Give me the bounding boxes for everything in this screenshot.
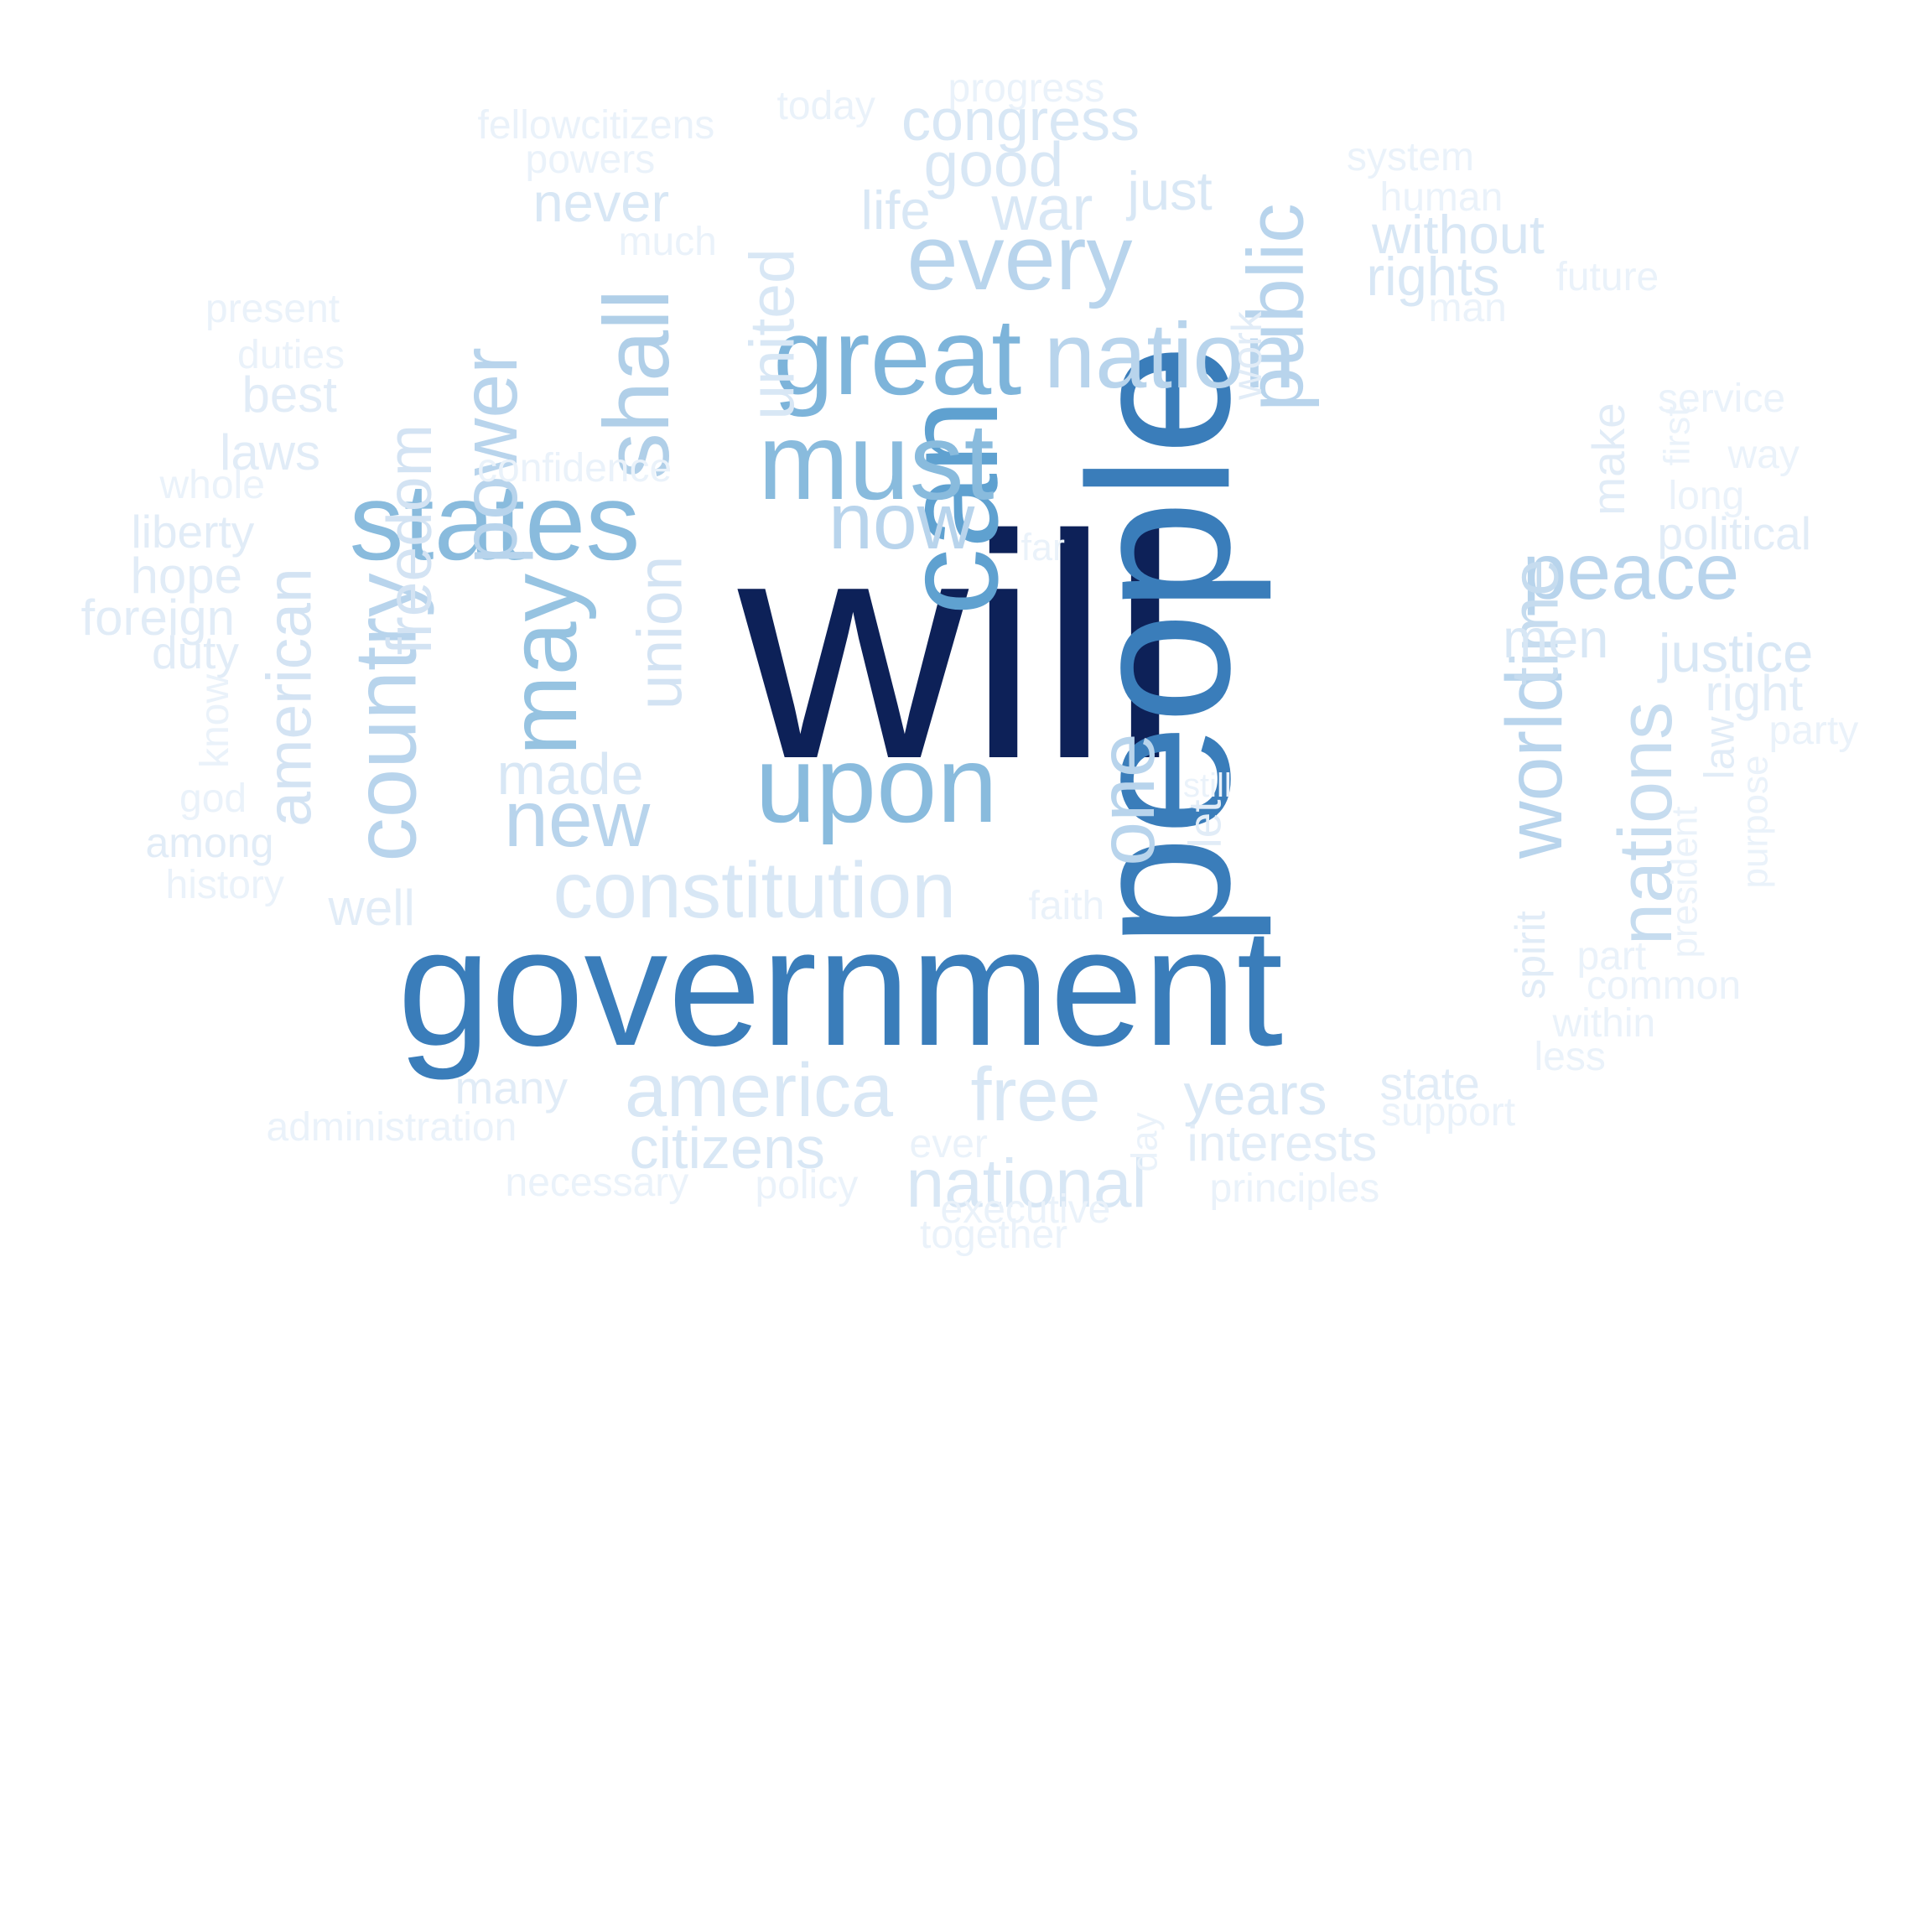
- word-foreign: foreign: [80, 589, 235, 646]
- word-freedom: freedom: [373, 423, 444, 655]
- word-just: just: [1127, 159, 1213, 221]
- word-whole: whole: [159, 463, 265, 507]
- word-well: well: [328, 880, 415, 936]
- word-progress: progress: [948, 66, 1105, 111]
- word-years: years: [1183, 1062, 1327, 1127]
- word-men: men: [1503, 607, 1609, 669]
- word-war: war: [991, 172, 1093, 243]
- word-great: great: [773, 295, 1022, 418]
- word-without: without: [1372, 203, 1545, 265]
- word-know: know: [193, 673, 238, 769]
- word-will: will: [738, 469, 1181, 825]
- word-first: first: [1655, 406, 1697, 466]
- word-duties: duties: [237, 333, 345, 377]
- word-peace: peace: [1522, 527, 1740, 616]
- word-spirit: spirit: [1506, 911, 1554, 1000]
- word-fellowcitizens: fellowcitizens: [477, 103, 715, 148]
- word-necessary: necessary: [505, 1161, 689, 1205]
- word-god: god: [179, 776, 247, 821]
- word-within: within: [1552, 1001, 1656, 1046]
- word-day: day: [1123, 1112, 1165, 1172]
- word-system: system: [1347, 135, 1475, 179]
- word-now: now: [828, 476, 975, 566]
- word-powers: powers: [525, 138, 656, 182]
- word-states: states: [349, 460, 641, 583]
- word-future: future: [1555, 255, 1659, 299]
- word-laws: laws: [220, 424, 321, 480]
- word-make: make: [1581, 402, 1634, 516]
- word-free: free: [970, 1053, 1101, 1137]
- word-executive: executive: [940, 1187, 1111, 1232]
- word-president: president: [1664, 806, 1706, 958]
- word-purpose: purpose: [1734, 755, 1776, 889]
- word-part: part: [1576, 934, 1647, 979]
- word-party: party: [1768, 709, 1859, 753]
- word-never: never: [532, 171, 670, 233]
- word-duty: duty: [152, 626, 239, 678]
- word-best: best: [242, 366, 337, 423]
- word-may: may: [489, 573, 597, 756]
- word-congress: congress: [901, 87, 1140, 153]
- word-service: service: [1658, 377, 1786, 421]
- word-government: government: [397, 894, 1284, 1081]
- word-state: state: [1379, 1057, 1480, 1109]
- word-citizens: citizens: [629, 1115, 825, 1181]
- word-man: man: [1428, 286, 1507, 330]
- word-long: long: [1668, 474, 1745, 518]
- word-america: america: [625, 1049, 894, 1133]
- word-life: life: [860, 179, 931, 241]
- word-world: world: [1489, 667, 1579, 859]
- word-hope: hope: [130, 548, 242, 604]
- word-constitution: constitution: [553, 845, 957, 935]
- word-far: far: [1021, 525, 1066, 569]
- word-work: work: [1223, 311, 1270, 400]
- word-present: present: [205, 287, 340, 331]
- word-ever: ever: [909, 1122, 988, 1166]
- word-support: support: [1381, 1090, 1516, 1135]
- word-liberty: liberty: [131, 505, 255, 558]
- word-common: common: [1587, 963, 1742, 1008]
- word-policy: policy: [755, 1163, 859, 1208]
- word-confidence: confidence: [477, 446, 673, 491]
- word-made: made: [496, 741, 644, 807]
- word-less: less: [1534, 1035, 1606, 1079]
- word-union: union: [624, 555, 695, 709]
- word-way: way: [1727, 433, 1800, 477]
- word-rights: rights: [1366, 245, 1500, 307]
- word-principles: principles: [1209, 1166, 1380, 1211]
- word-together: together: [920, 1213, 1068, 1257]
- word-justice: justice: [1659, 621, 1814, 683]
- word-let: let: [1178, 798, 1231, 849]
- word-national: national: [906, 1145, 1147, 1222]
- word-one: one: [1082, 732, 1171, 866]
- word-interests: interests: [1187, 1115, 1378, 1171]
- word-new: new: [504, 774, 651, 864]
- word-united: united: [736, 247, 808, 420]
- word-today: today: [776, 84, 875, 128]
- word-right: right: [1705, 665, 1804, 721]
- word-nation: nation: [1044, 304, 1296, 408]
- word-upon: upon: [755, 723, 998, 845]
- word-faith: faith: [1028, 884, 1105, 928]
- word-much: much: [618, 220, 717, 264]
- word-many: many: [454, 1061, 569, 1114]
- word-still: still: [1183, 767, 1232, 804]
- word-history: history: [165, 863, 284, 907]
- word-political: political: [1657, 506, 1811, 559]
- word-human: human: [1379, 175, 1504, 220]
- word-good: good: [923, 128, 1064, 200]
- word-must: must: [758, 400, 995, 522]
- word-among: among: [145, 819, 274, 866]
- word-american: american: [253, 567, 325, 827]
- word-administration: administration: [266, 1105, 517, 1150]
- word-every: every: [906, 206, 1133, 309]
